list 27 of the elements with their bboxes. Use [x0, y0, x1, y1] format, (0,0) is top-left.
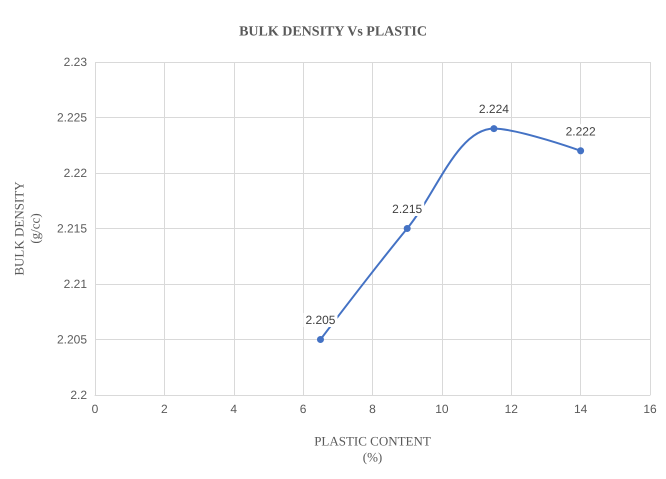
y-tick-label: 2.21 — [64, 277, 88, 291]
x-tick-label: 14 — [574, 402, 588, 416]
data-label: 2.215 — [392, 202, 423, 216]
point — [316, 336, 324, 343]
x-tick-label: 10 — [435, 402, 449, 416]
y-tick-label: 2.22 — [64, 166, 88, 180]
x-tick-label: 0 — [92, 402, 99, 416]
y-tick-label: 2.215 — [56, 222, 88, 236]
data-label: 2.222 — [566, 124, 596, 138]
y-axis-title: BULK DENSITY (g/cc) — [12, 180, 42, 276]
chart-title: BULK DENSITY Vs PLASTIC — [239, 24, 427, 40]
x-tick-label: 12 — [504, 402, 518, 416]
x-tick-label: 16 — [643, 402, 657, 416]
x-tick-label: 6 — [300, 402, 307, 416]
y-tick-label: 2.225 — [56, 110, 88, 124]
point — [490, 125, 498, 132]
point — [404, 225, 411, 232]
y-tick-label: 2.205 — [56, 332, 88, 346]
y-tick-label: 2.23 — [64, 55, 88, 69]
y-tick-label: 2.2 — [70, 388, 88, 402]
data-label: 2.205 — [305, 313, 336, 327]
x-tick-label: 8 — [369, 402, 376, 416]
x-tick-label: 2 — [161, 402, 168, 416]
x-axis-title: PLASTIC CONTENT (%) — [314, 434, 431, 464]
point — [577, 147, 584, 154]
data-label: 2.224 — [478, 102, 510, 116]
x-tick-label: 4 — [230, 402, 238, 416]
